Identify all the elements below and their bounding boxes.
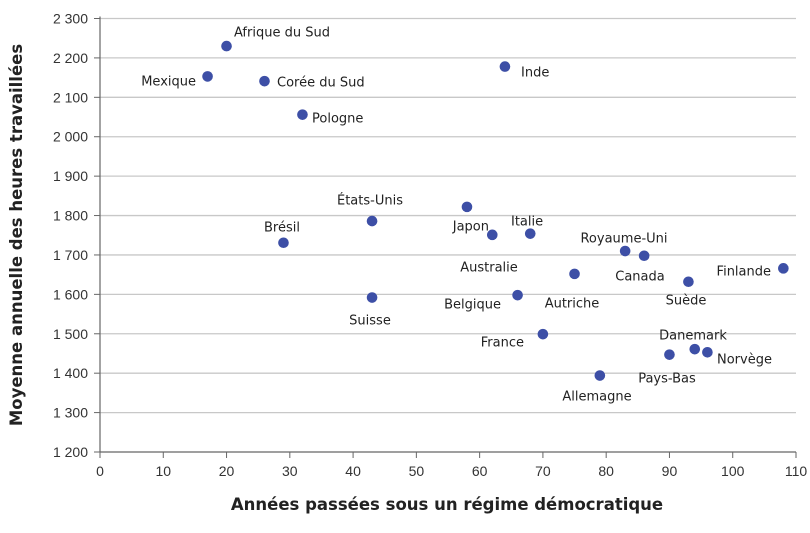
data-point [259,75,270,87]
y-tick-label: 1 300 [53,405,88,421]
gridlines [100,17,796,414]
x-tick-labels: 0 10 20 30 40 50 60 70 80 90 100 110 [96,463,807,479]
data-point [278,237,289,249]
point-label: Brésil [264,221,300,236]
data-point [537,328,549,340]
y-tick-label: 2 200 [53,50,88,66]
y-tick-label: 1 200 [53,444,88,460]
point-label: États-Unis [337,193,403,209]
y-tick-label: 2 300 [53,11,88,27]
y-tick-label: 2 100 [53,89,88,105]
point-label: Danemark [659,329,727,344]
data-point [569,268,580,280]
data-point [689,343,701,355]
data-point [638,250,650,262]
data-point [366,215,378,227]
point-label: Japon [452,220,489,235]
point-label: Canada [615,270,664,285]
point-label: Italie [511,215,543,230]
data-point [778,263,789,274]
y-tick-label: 1 500 [53,326,88,342]
data-point [524,228,536,239]
data-point [221,40,232,52]
data-point [512,289,523,301]
point-label: Royaume-Uni [580,232,667,247]
y-tick-labels: 1 200 1 300 1 400 1 500 1 600 1 700 1 800 1 900… [53,11,88,461]
x-tick-label: 20 [219,463,235,479]
point-label: France [481,336,524,351]
data-point [366,292,378,303]
x-tick-label: 40 [345,463,361,479]
data-point [594,370,606,381]
point-label: Australie [460,261,518,276]
point-label: Afrique du Sud [234,26,330,41]
point-label: Allemagne [562,390,631,405]
data-point [702,346,713,358]
y-tick-label: 1 700 [53,247,88,263]
data-point [297,109,308,120]
point-label: Norvège [717,353,772,368]
x-tick-label: 0 [96,463,104,479]
axes [94,16,797,458]
point-label: Pologne [312,112,363,127]
point-label: Inde [521,66,549,81]
point-label: Pays-Bas [638,372,696,387]
x-tick-label: 110 [785,463,808,479]
x-tick-label: 90 [662,463,678,479]
data-point [486,229,498,241]
point-label: Suisse [349,314,391,329]
data-points [202,40,789,381]
data-point [619,245,631,257]
y-tick-label: 1 800 [53,208,88,224]
data-point [461,201,473,213]
point-label: Finlande [717,265,771,280]
x-tick-label: 80 [598,463,614,479]
data-point [664,349,675,360]
data-point [683,276,694,288]
point-label: Autriche [545,297,600,312]
x-tick-label: 60 [472,463,488,479]
point-label: Belgique [444,298,501,313]
x-tick-label: 10 [155,463,171,479]
x-axis-title: Années passées sous un régime démocratiq… [231,495,663,514]
x-tick-label: 100 [721,463,745,479]
x-tick-label: 50 [409,463,425,479]
y-tick-label: 1 400 [53,365,88,381]
x-tick-label: 30 [282,463,298,479]
data-point [499,61,511,72]
data-point [202,71,213,82]
y-tick-label: 2 000 [53,129,88,145]
x-tick-label: 70 [535,463,551,479]
point-label: Corée du Sud [277,76,365,91]
y-axis-title: Moyenne annuelle des heures travaillées [7,44,26,426]
point-label: Suède [666,294,707,309]
y-tick-label: 1 900 [53,168,88,184]
y-tick-label: 1 600 [53,286,88,302]
point-labels: Afrique du Sud Mexique Corée du Sud Pologne… [141,26,772,405]
point-label: Mexique [141,75,196,90]
